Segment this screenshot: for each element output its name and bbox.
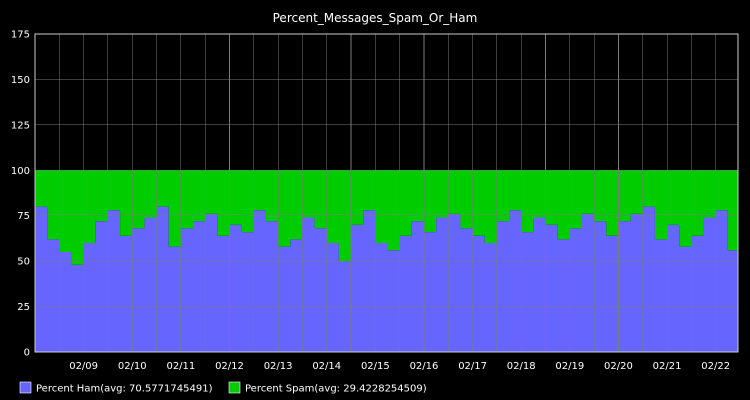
x-tick-label: 02/17 — [458, 361, 487, 372]
x-tick-label: 02/18 — [507, 361, 536, 372]
y-tick-label: 75 — [17, 211, 30, 222]
y-tick-label: 150 — [11, 75, 30, 86]
x-tick-label: 02/11 — [166, 361, 195, 372]
x-tick-label: 02/15 — [361, 361, 390, 372]
y-tick-label: 25 — [17, 302, 30, 313]
x-tick-label: 02/20 — [604, 361, 633, 372]
x-tick-label: 02/14 — [312, 361, 341, 372]
y-tick-label: 0 — [24, 348, 30, 359]
plot-area — [35, 34, 738, 352]
x-tick-label: 02/21 — [653, 361, 682, 372]
x-tick-label: 02/22 — [701, 361, 730, 372]
legend-label: Percent Spam(avg: 29.4228254509) — [245, 384, 427, 395]
legend-swatch — [228, 381, 241, 394]
y-tick-label: 100 — [11, 166, 30, 177]
x-tick-label: 02/09 — [69, 361, 98, 372]
x-tick-label: 02/12 — [215, 361, 244, 372]
x-tick-label: 02/10 — [118, 361, 147, 372]
legend-label: Percent Ham(avg: 70.5771745491) — [36, 384, 213, 395]
x-tick-label: 02/13 — [264, 361, 293, 372]
x-tick-label: 02/16 — [410, 361, 439, 372]
legend-swatch — [19, 381, 32, 394]
y-tick-label: 50 — [17, 257, 30, 268]
series-area-ham — [35, 206, 738, 352]
x-axis: 02/09 02/10 02/11 02/12 02/13 02/14 02/15 02/16… — [34, 33, 739, 372]
chart-title: Percent_Messages_Spam_Or_Ham — [273, 11, 478, 25]
plot-frame — [34, 33, 739, 353]
series-area-spam — [35, 170, 738, 265]
y-tick-label: 175 — [11, 30, 30, 41]
legend: Percent Ham(avg: 70.5771745491) Percent S… — [19, 381, 427, 395]
x-tick-label: 02/19 — [555, 361, 584, 372]
y-tick-label: 125 — [11, 120, 30, 131]
